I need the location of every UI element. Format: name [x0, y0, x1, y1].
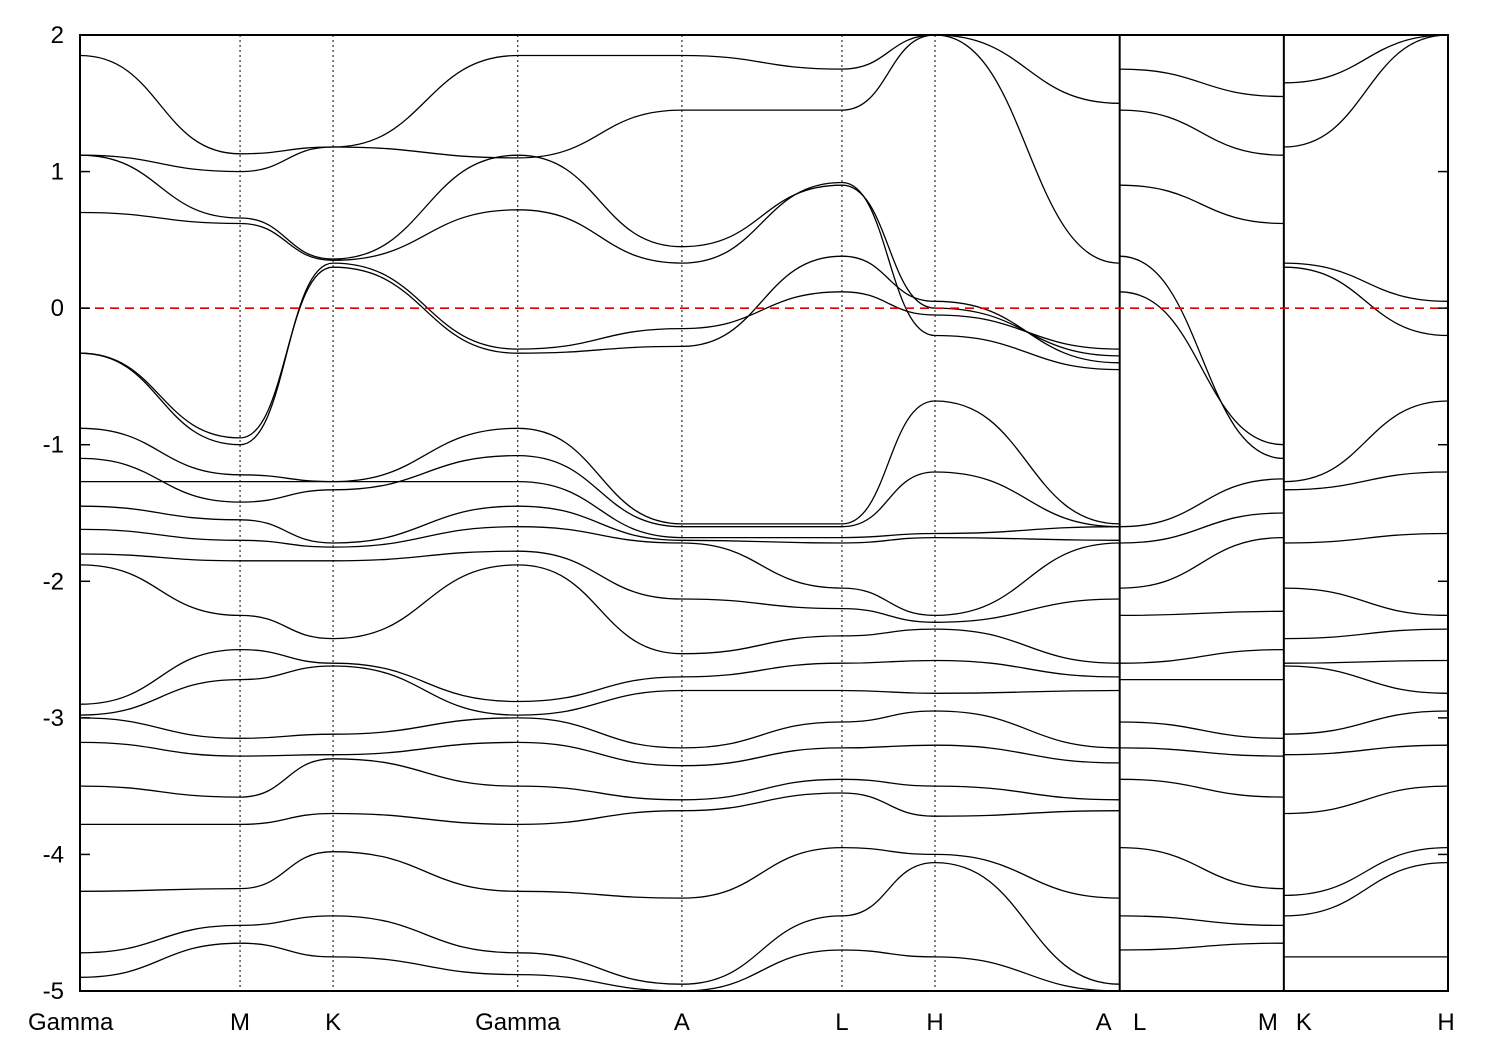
band-line-37 — [1119, 915, 1284, 927]
y-tick-label: -4 — [43, 841, 64, 868]
x-tick-label: K — [1296, 1009, 1312, 1036]
band-line-23 — [1119, 255, 1284, 460]
band-line-30 — [1119, 610, 1284, 617]
band-line-50 — [1283, 710, 1448, 735]
band-line-51 — [1283, 744, 1448, 756]
plot-frame — [79, 34, 1449, 992]
y-tick-label: 1 — [51, 159, 64, 186]
x-tick-label: M — [1258, 1009, 1278, 1036]
band-line-11 — [80, 550, 1120, 623]
band-line-43 — [1283, 400, 1448, 483]
band-line-25 — [1119, 109, 1284, 156]
band-line-18 — [80, 792, 1120, 826]
band-line-52 — [1283, 785, 1448, 815]
band-line-41 — [1283, 35, 1448, 148]
band-line-12 — [80, 564, 1120, 664]
band-line-2 — [80, 181, 1120, 371]
band-line-44 — [1283, 471, 1448, 491]
band-line-7 — [80, 454, 1120, 528]
band-line-47 — [1283, 628, 1448, 640]
band-line-1 — [80, 255, 1120, 439]
band-line-53 — [1283, 846, 1448, 897]
x-tick-label: L — [835, 1009, 848, 1036]
band-line-46 — [1283, 587, 1448, 617]
x-tick-label: K — [325, 1009, 341, 1036]
band-line-14 — [80, 665, 1120, 716]
band-line-15 — [80, 710, 1120, 749]
x-tick-label: A — [1096, 1009, 1112, 1036]
band-line-6 — [80, 400, 1120, 525]
x-tick-label: A — [674, 1009, 690, 1036]
band-line-9 — [80, 505, 1120, 544]
band-line-45 — [1283, 532, 1448, 544]
band-line-29 — [1119, 536, 1284, 589]
band-line-20 — [80, 861, 1120, 985]
band-line-54 — [1283, 861, 1448, 917]
band-line-42 — [1283, 35, 1448, 84]
y-tick-label: -2 — [43, 568, 64, 595]
band-line-0 — [80, 262, 1120, 446]
band-line-27 — [1119, 478, 1284, 528]
band-line-22 — [1119, 291, 1284, 446]
y-tick-label: -3 — [43, 705, 64, 732]
band-line-4 — [80, 35, 1120, 264]
band-line-40 — [1283, 266, 1448, 337]
band-line-33 — [1119, 721, 1284, 739]
band-line-10 — [80, 526, 1120, 617]
x-tick-label: M — [230, 1009, 250, 1036]
band-line-17 — [80, 758, 1120, 801]
x-tick-label: H — [1437, 1009, 1454, 1036]
kpoint-lines-layer — [239, 35, 1285, 991]
band-line-31 — [1119, 648, 1284, 664]
y-tick-label: -1 — [43, 432, 64, 459]
band-line-49 — [1283, 665, 1448, 694]
x-tick-label: L — [1133, 1009, 1146, 1036]
band-line-3 — [80, 154, 1120, 357]
x-tick-label: H — [926, 1009, 943, 1036]
y-tick-label: 2 — [51, 22, 64, 49]
x-tick-label: Gamma — [475, 1009, 561, 1036]
band-line-34 — [1119, 747, 1284, 757]
band-line-26 — [1119, 68, 1284, 98]
y-tick-label: 0 — [51, 295, 64, 322]
band-line-48 — [1283, 659, 1448, 664]
band-line-36 — [1119, 846, 1284, 890]
band-line-8 — [80, 480, 1120, 539]
band-line-35 — [1119, 778, 1284, 798]
band-line-39 — [1283, 262, 1448, 302]
band-line-5 — [80, 35, 1120, 155]
band-line-19 — [80, 846, 1120, 899]
band-line-13 — [80, 648, 1120, 705]
band-line-24 — [1119, 184, 1284, 225]
x-tick-label: Gamma — [28, 1009, 114, 1036]
bands-layer — [80, 35, 1448, 991]
band-line-38 — [1119, 942, 1284, 951]
band-line-21 — [80, 942, 1120, 991]
band-line-28 — [1119, 512, 1284, 544]
y-tick-label: -5 — [43, 978, 64, 1005]
band-line-16 — [80, 741, 1120, 767]
